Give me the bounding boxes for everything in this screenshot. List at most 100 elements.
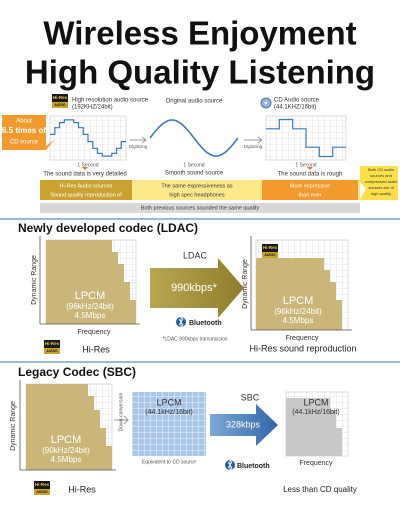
title: High Quality Listening [25,54,375,91]
ldac-bluetooth: Bluetooth [189,320,222,327]
axes [19,380,116,471]
bubble [2,115,54,150]
title: Wireless Enjoyment [43,15,356,52]
fine-waveform [50,119,126,157]
top-rough: The sound data is rough [278,172,343,178]
top-side-note: sources and [370,173,392,178]
sbc-axis-x: Frequency [299,460,333,467]
cd-icon-hole [264,101,268,105]
badge-text: AUDIO [46,349,58,353]
ldac-axis-y: Dynamic Range [242,259,249,309]
sbc-cd: LPCM [156,397,181,407]
smooth-waveform [149,119,239,157]
top-hires-source: High resolution audio source [72,98,149,104]
badge-text: Hi-Res [53,95,68,100]
hires-badge-strip [262,252,278,258]
hires-badge-strip [52,102,68,108]
axes [250,236,352,331]
top-band-left: Sound quality reproduction of [50,192,122,198]
hires-area [46,240,136,324]
top-bubble: CD source [10,140,39,146]
ldac-lpcm: (96kHz/24bit) [66,302,114,311]
top-digitizing: Digitizing [129,144,148,149]
coarse-waveform [266,118,346,158]
hires-badge-strip [34,489,50,495]
top-side-note: Both CD audio [368,167,395,172]
bluetooth-rune [178,316,184,328]
reproduced-area [256,258,342,330]
ldac-left-caption: Hi-Res [82,344,110,354]
top-band-right: than ever [299,192,322,198]
ldac-axis-x: Frequency [77,329,111,336]
sbc-result: LPCM [303,397,328,407]
arrow [130,136,147,144]
top-cd-source: (44.1KHZ/16bit) [274,105,316,111]
arrow [244,136,263,144]
badge-text: AUDIO [36,490,48,494]
sbc-axis-y: Dynamic Range [10,401,17,451]
sbc-left-caption: Hi-Res [68,484,96,494]
ldac-arrow [150,258,244,318]
ldac-rate: 990kbps* [171,282,218,294]
sbc-bluetooth: Bluetooth [237,463,270,470]
hires-area [26,384,112,470]
footer-bar [40,203,360,213]
cd-grid [132,392,206,456]
arrow [114,415,129,425]
badge-text: Hi-Res [263,245,278,250]
top-footer: Both previous sources sounded the same q… [141,205,260,211]
badge-text: AUDIO [264,253,276,257]
top-second: 1 Second [183,162,204,168]
top-smooth: Smooth sound source [165,171,224,177]
ldac-lpcm: LPCM [75,290,106,302]
ldac-lpcm: LPCM [283,295,314,307]
top-second: 1 Second [295,162,316,168]
badge-text: AUDIO [54,103,66,107]
badge-text: Hi-Res [35,482,50,487]
ldac-right-caption: Hi-Res sound reproduction [249,343,356,353]
side-bubble [360,166,398,200]
top-side-note: compressed audio [365,179,398,184]
ldac-lpcm: 4.5Mbps [283,316,314,325]
ldac-axis-y: Dynamic Range [31,255,38,305]
sbc-equivalent: Equivalent to CD source [142,459,196,465]
sbc-codec: SBC [241,392,260,402]
sbc-right-caption: Less than CD quality [283,485,357,494]
sbc-heading: Legacy Codec (SBC) [18,365,136,379]
top-bubble: About [16,119,32,125]
top-digitizing: Digitizing [244,144,263,149]
sbc-cd: (44.1kHz/16bit) [145,409,192,416]
sbc-source: LPCM [51,434,82,446]
top-bubble: 6.5 times of [2,126,46,135]
sbc-rate: 328kbps [226,419,261,429]
ldac-lpcm: (96kHz/24bit) [274,307,322,316]
sbc-area [286,398,342,456]
sbc-source: 4.5Mbps [51,455,82,464]
top-original-source: Original audio source [166,99,223,105]
ldac-codec: LDAC [183,250,208,260]
sbc-arrow [210,404,278,446]
ldac-note: *LDAC 990kbps transmission [162,336,227,342]
band-left-box [40,180,132,200]
top-second: 1 Second [77,162,98,168]
axes [39,236,140,325]
sbc-down: Down-conversion [118,392,124,431]
ldac-lpcm: 4.5Mbps [75,311,106,320]
top-cd-source: CD Audio source [274,98,320,104]
band-right-box [262,180,358,200]
top-band-mid: high spec headphones [169,192,225,198]
badge-text: Hi-Res [45,341,60,346]
top-band-mid: The same expressiveness as [161,183,232,189]
ldac-heading: Newly developed codec (LDAC) [18,221,198,235]
hires-badge-strip [44,348,60,354]
top-band-right: More expressive [290,183,330,189]
top-side-note: high quality [371,191,391,196]
sbc-source: (90kHz/24bit) [42,446,90,455]
bluetooth-rune [227,459,233,471]
top-side-note: sources are of [368,185,394,190]
top-detailed: The sound data is very detailed [43,172,126,178]
top-band-left: Hi-Res Audio sources [60,183,113,189]
sbc-result: (44.1kHz/16bit) [292,409,339,416]
